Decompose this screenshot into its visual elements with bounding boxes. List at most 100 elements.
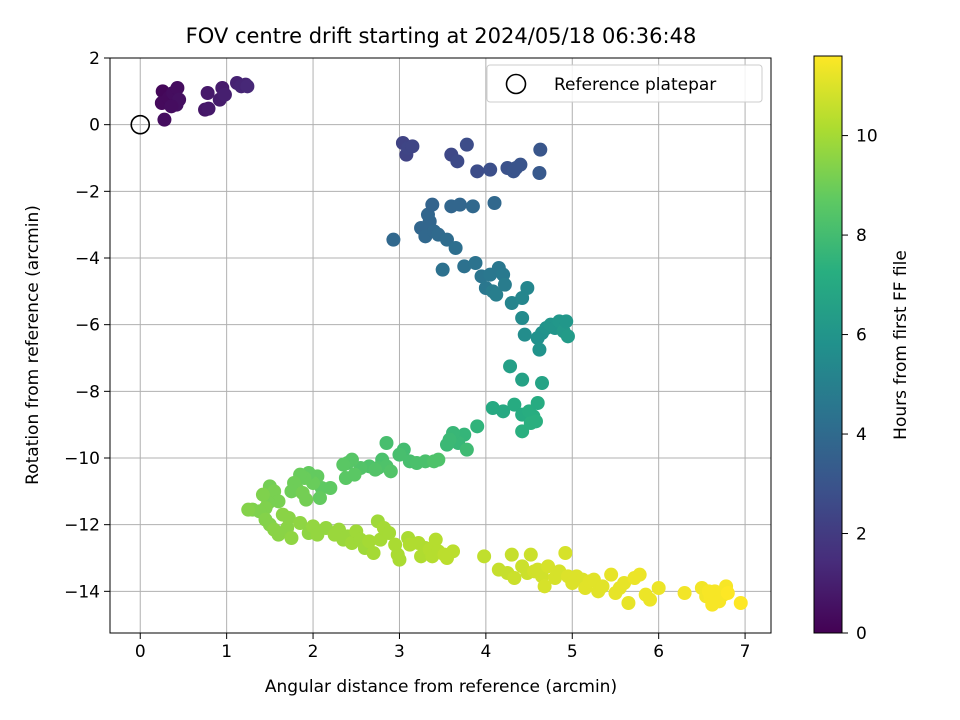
data-point bbox=[507, 397, 522, 412]
data-point bbox=[452, 197, 467, 212]
y-tick-label: −2 bbox=[75, 182, 100, 202]
data-point bbox=[405, 139, 420, 154]
data-point bbox=[281, 511, 296, 525]
data-point bbox=[347, 467, 362, 482]
x-tick-label: 5 bbox=[567, 642, 578, 662]
data-point bbox=[541, 559, 556, 574]
data-point bbox=[439, 232, 454, 247]
colorbar-tick-label: 8 bbox=[856, 226, 867, 246]
data-point bbox=[517, 327, 532, 342]
data-point bbox=[368, 462, 383, 477]
data-point bbox=[515, 372, 530, 387]
data-point bbox=[483, 162, 498, 177]
data-point bbox=[720, 586, 735, 600]
colorbar-tick-label: 6 bbox=[856, 326, 867, 346]
data-point bbox=[489, 287, 504, 302]
y-axis-label: Rotation from reference (arcmin) bbox=[23, 205, 43, 485]
data-point bbox=[468, 256, 483, 270]
data-point bbox=[470, 419, 485, 434]
data-point bbox=[535, 376, 550, 390]
data-point bbox=[450, 154, 465, 169]
x-tick-label: 0 bbox=[135, 642, 146, 662]
data-point bbox=[293, 516, 308, 530]
data-point bbox=[559, 314, 574, 329]
data-point bbox=[701, 584, 716, 599]
y-tick-label: 0 bbox=[89, 116, 100, 136]
data-point bbox=[504, 296, 519, 310]
data-point bbox=[336, 457, 351, 472]
data-point bbox=[532, 342, 547, 357]
x-axis-ticks: 0 1 2 3 4 5 6 7 bbox=[135, 633, 751, 662]
data-point bbox=[379, 436, 394, 450]
x-axis-label: Angular distance from reference (arcmin) bbox=[265, 677, 617, 697]
y-tick-label: −8 bbox=[75, 382, 100, 402]
data-point bbox=[164, 99, 179, 114]
data-point bbox=[503, 359, 518, 374]
data-point bbox=[470, 164, 485, 179]
data-point bbox=[448, 241, 463, 255]
data-point bbox=[431, 452, 446, 467]
data-point bbox=[392, 552, 407, 567]
data-point bbox=[457, 259, 472, 274]
data-point bbox=[496, 404, 511, 419]
colorbar-label: Hours from first FF file bbox=[891, 250, 911, 440]
data-point bbox=[617, 576, 632, 590]
data-point bbox=[284, 531, 299, 545]
colorbar-ticks: 0 2 4 6 8 10 bbox=[842, 127, 878, 644]
data-point bbox=[271, 494, 286, 509]
data-point bbox=[382, 526, 397, 540]
data-point bbox=[632, 567, 647, 582]
colorbar-tick-label: 2 bbox=[856, 525, 867, 545]
data-point bbox=[532, 166, 547, 180]
data-point bbox=[157, 112, 172, 127]
y-tick-label: −14 bbox=[64, 582, 100, 602]
data-point bbox=[439, 551, 454, 565]
legend-box bbox=[486, 64, 763, 103]
data-point bbox=[558, 546, 573, 560]
data-point bbox=[299, 492, 314, 507]
colorbar-gradient bbox=[814, 56, 842, 633]
data-point bbox=[537, 579, 552, 594]
data-point bbox=[366, 546, 381, 560]
data-point bbox=[530, 396, 545, 410]
data-point bbox=[459, 137, 474, 152]
data-point bbox=[533, 142, 548, 157]
legend: Reference platepar bbox=[486, 64, 763, 103]
data-point bbox=[201, 101, 216, 116]
data-point bbox=[477, 549, 492, 564]
y-tick-label: −4 bbox=[75, 249, 100, 269]
x-tick-label: 7 bbox=[740, 642, 751, 662]
data-point bbox=[241, 502, 256, 517]
data-point bbox=[520, 281, 535, 295]
data-point bbox=[497, 277, 512, 292]
colorbar-tick-label: 4 bbox=[856, 425, 867, 445]
legend-label: Reference platepar bbox=[554, 75, 716, 95]
y-tick-label: −6 bbox=[75, 316, 100, 336]
x-tick-label: 3 bbox=[394, 642, 405, 662]
data-point bbox=[428, 532, 443, 547]
data-point bbox=[425, 197, 440, 212]
data-point bbox=[465, 199, 480, 214]
data-point bbox=[284, 484, 299, 499]
plot-frame bbox=[109, 57, 772, 634]
data-point bbox=[677, 586, 692, 600]
data-point bbox=[170, 81, 185, 95]
colorbar-tick-label: 10 bbox=[856, 127, 878, 147]
data-point bbox=[515, 424, 530, 439]
data-point bbox=[515, 311, 530, 325]
y-tick-label: −10 bbox=[64, 449, 100, 469]
x-tick-label: 6 bbox=[653, 642, 664, 662]
colorbar: 0 2 4 6 8 10 Hours from first FF file bbox=[813, 55, 911, 644]
data-point bbox=[560, 329, 575, 344]
data-point bbox=[459, 442, 474, 457]
data-point bbox=[386, 232, 401, 247]
chart-title: FOV centre drift starting at 2024/05/18 … bbox=[186, 24, 697, 48]
data-point bbox=[509, 161, 524, 175]
data-point bbox=[595, 579, 610, 594]
data-point bbox=[392, 447, 407, 462]
data-point bbox=[255, 487, 270, 502]
data-point bbox=[383, 464, 398, 479]
colorbar-frame bbox=[813, 55, 843, 634]
data-point bbox=[523, 547, 538, 562]
